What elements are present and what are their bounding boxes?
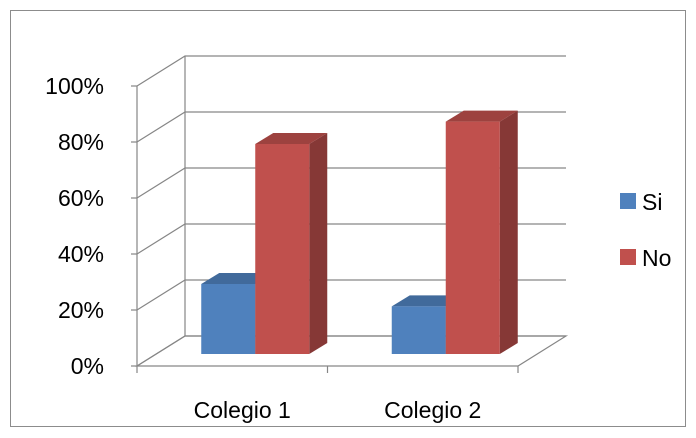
legend-swatch: [620, 193, 636, 209]
bar-side: [499, 110, 518, 354]
y-tick-label: 40%: [58, 241, 104, 267]
legend: Si No: [620, 189, 671, 271]
y-tick-label: 0%: [71, 353, 104, 379]
bar-front: [445, 121, 500, 354]
gridline: [136, 55, 566, 87]
bar-top: [255, 133, 328, 144]
x-tick-label: Colegio 2: [384, 397, 481, 423]
legend-label: Si: [642, 189, 662, 215]
y-tick-label: 80%: [58, 129, 104, 155]
bar-front: [255, 144, 310, 354]
chart-area: [10, 10, 686, 427]
legend-item-no: No: [620, 245, 671, 271]
axes: [131, 56, 569, 373]
bar-no-1: [255, 133, 328, 354]
bar-top: [445, 110, 518, 122]
x-axis-labels: Colegio 1 Colegio 2: [194, 397, 482, 423]
y-tick-label: 20%: [58, 297, 104, 323]
y-axis-labels: 0% 20% 40% 60% 80% 100%: [45, 73, 104, 379]
legend-swatch: [620, 249, 636, 265]
bars: [201, 110, 518, 354]
bar-no-2: [445, 110, 518, 354]
y-tick-label: 60%: [58, 185, 104, 211]
bar-front: [391, 306, 446, 354]
chart-floor: [134, 335, 569, 367]
legend-label: No: [642, 245, 671, 271]
bar-side: [309, 133, 328, 354]
legend-item-si: Si: [620, 189, 662, 215]
y-tick-label: 100%: [45, 73, 104, 99]
x-tick-label: Colegio 1: [194, 397, 291, 423]
bar-front: [201, 284, 256, 354]
